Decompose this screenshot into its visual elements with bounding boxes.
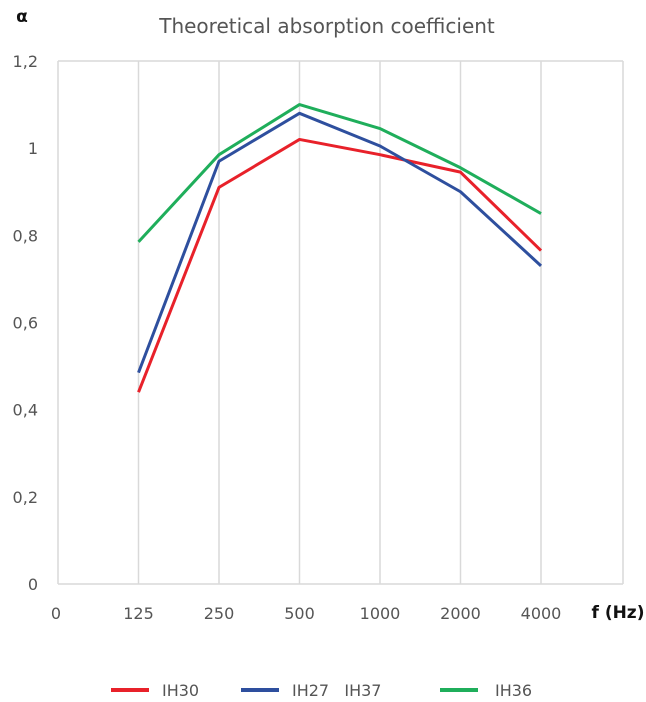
x-tick-label: 125 <box>123 604 154 623</box>
series-layer <box>137 103 543 393</box>
legend-label: IH36 <box>495 681 532 700</box>
y-axis-label: α <box>16 7 28 27</box>
y-tick-label: 0 <box>28 575 38 594</box>
legend: IH30 IH27 IH37 IH36 <box>111 681 532 700</box>
y-tick-label: 1,2 <box>13 52 38 71</box>
chart-title: Theoretical absorption coefficient <box>158 14 495 38</box>
x-tick-label: 2000 <box>440 604 481 623</box>
y-tick-label: 0,4 <box>13 401 38 420</box>
legend-label: IH30 <box>162 681 199 700</box>
x-tick-label: 250 <box>204 604 235 623</box>
series-line <box>137 137 543 393</box>
y-tick-label: 0,2 <box>13 488 38 507</box>
x-tick-label: 0 <box>51 604 61 623</box>
x-tick-label: 1000 <box>360 604 401 623</box>
grid-layer <box>57 60 624 585</box>
y-tick-label: 0,6 <box>13 314 38 333</box>
x-axis-label: f (Hz) <box>592 603 645 623</box>
y-tick-label: 1 <box>28 139 38 158</box>
legend-label: IH27 IH37 <box>292 681 381 700</box>
x-tick-label: 4000 <box>521 604 562 623</box>
tick-layer: 0 0,2 0,4 0,6 0,8 1 1,2 0 125 250 500 1000 2000 4000 <box>13 52 562 623</box>
series-line <box>137 103 542 243</box>
series-line <box>137 111 543 374</box>
x-tick-label: 500 <box>284 604 315 623</box>
y-tick-label: 0,8 <box>13 226 38 245</box>
